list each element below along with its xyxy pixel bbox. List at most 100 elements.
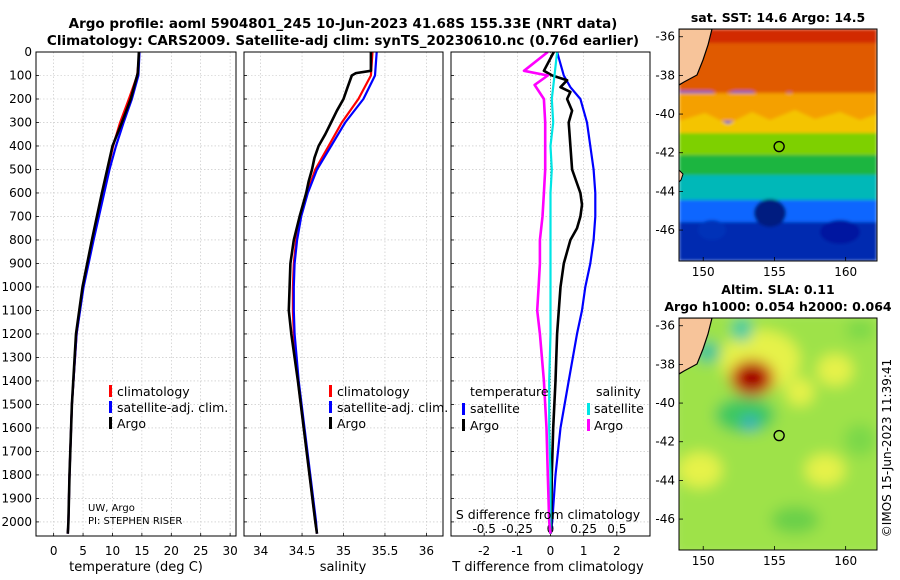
x-tick-label: -1	[511, 544, 523, 558]
s-difference-xlabel: S difference from climatology	[456, 507, 641, 522]
legend-s-satellite-label: satellite	[594, 401, 644, 416]
difference-axes-box	[450, 51, 651, 537]
series-line-t-argo	[542, 52, 584, 534]
temperature-ticks: 0100200300400500600700800900100011001200…	[1, 45, 237, 558]
series-line-s-satellite	[548, 52, 559, 534]
title-line-1: Argo profile: aoml 5904801_245 10-Jun-20…	[69, 16, 618, 32]
x-tick-label: 0	[547, 544, 555, 558]
series-line-argo	[66, 52, 141, 534]
sla-map-frame	[678, 317, 878, 551]
map-x-tick-label: 150	[692, 265, 715, 279]
y-tick-label: 200	[9, 92, 32, 106]
map-y-tick-label: -40	[655, 396, 675, 410]
sst-map	[679, 29, 877, 261]
s-diff-tick-label: -0.5	[472, 522, 495, 536]
salinity-axes-box	[243, 51, 444, 537]
y-tick-label: 1900	[1, 491, 32, 505]
sla-map-ticks: 150 155 160 -36 -38 -40 -42 -44 -46	[655, 319, 857, 568]
salinity-legend: climatology satellite-adj. clim. Argo	[329, 384, 448, 431]
map-y-tick-label: -36	[655, 319, 675, 333]
x-tick-label: 36	[419, 544, 434, 558]
temperature-series	[66, 52, 141, 534]
sst-land-mass	[679, 29, 713, 86]
credit-institution: UW, Argo	[88, 503, 135, 514]
sla-map-title-2: Argo h1000: 0.054 h2000: 0.064	[664, 299, 892, 314]
y-tick-label: 400	[9, 139, 32, 153]
legend-t-satellite-swatch	[462, 403, 465, 415]
y-tick-label: 1200	[1, 327, 32, 341]
series-line-satellite-adj-clim-	[66, 52, 141, 534]
x-tick-label: 0	[50, 544, 58, 558]
legend-argo-label: Argo	[337, 416, 366, 431]
temperature-legend: climatology satellite-adj. clim. Argo	[109, 384, 228, 431]
map-x-tick-label: 150	[692, 554, 715, 568]
salinity-xlabel: salinity	[320, 560, 367, 575]
series-line-t-satellite	[549, 52, 597, 534]
salinity-panel: 34 34.5 35 35.5 36 salinity climatology sate…	[243, 51, 448, 575]
legend-satellite-swatch	[109, 401, 112, 413]
legend-t-argo-swatch	[462, 419, 465, 431]
sst-map-ticks: 150 155 160 -36 -38 -40 -42 -44 -46	[655, 30, 857, 279]
sla-map-title-1: Altim. SLA: 0.11	[721, 282, 834, 297]
legend-climatology-label: climatology	[117, 384, 190, 399]
legend-t-argo-label: Argo	[470, 418, 499, 433]
y-tick-label: 800	[9, 233, 32, 247]
legend-salinity-title: salinity	[596, 384, 641, 399]
legend-t-satellite-label: satellite	[470, 401, 520, 416]
y-tick-label: 1100	[1, 303, 32, 317]
legend-satellite-swatch	[329, 401, 332, 413]
map-y-tick-label: -40	[655, 107, 675, 121]
salinity-grid	[244, 51, 443, 536]
map-x-tick-label: 155	[763, 265, 786, 279]
series-line-satellite-adj-clim-	[292, 52, 378, 534]
x-tick-label: 1	[580, 544, 588, 558]
x-tick-label: 25	[193, 544, 208, 558]
legend-s-argo-label: Argo	[594, 418, 623, 433]
x-tick-label: 34	[253, 544, 268, 558]
y-tick-label: 300	[9, 115, 32, 129]
y-tick-label: 1300	[1, 350, 32, 364]
temperature-panel: 0100200300400500600700800900100011001200…	[1, 45, 237, 575]
y-tick-label: 600	[9, 186, 32, 200]
legend-climatology-swatch	[329, 385, 332, 397]
y-tick-label: 0	[24, 45, 32, 59]
credit-pi: PI: STEPHEN RISER	[88, 516, 182, 527]
x-tick-label: 30	[222, 544, 237, 558]
legend-temperature-title: temperature	[470, 384, 549, 399]
salinity-series	[287, 52, 378, 534]
temperature-grid	[36, 51, 236, 536]
map-y-tick-label: -44	[655, 184, 675, 198]
legend-satellite-label: satellite-adj. clim.	[337, 400, 448, 415]
x-tick-label: 35	[336, 544, 351, 558]
series-line-climatology	[66, 52, 141, 534]
map-x-tick-label: 160	[834, 265, 857, 279]
legend-s-satellite-swatch	[587, 403, 590, 415]
x-tick-label: 10	[105, 544, 120, 558]
map-x-tick-label: 160	[834, 554, 857, 568]
map-y-tick-label: -46	[655, 512, 675, 526]
y-tick-label: 1000	[1, 280, 32, 294]
y-tick-label: 1500	[1, 397, 32, 411]
t-difference-xlabel: T difference from climatology	[451, 560, 644, 575]
y-tick-label: 700	[9, 209, 32, 223]
legend-satellite-label: satellite-adj. clim.	[117, 400, 228, 415]
x-tick-label: 2	[613, 544, 621, 558]
y-tick-label: 1600	[1, 421, 32, 435]
sst-argo-marker	[773, 140, 785, 153]
map-y-tick-label: -36	[655, 30, 675, 44]
legend-climatology-label: climatology	[337, 384, 410, 399]
x-tick-label: 20	[164, 544, 179, 558]
x-tick-label: 35.5	[372, 544, 399, 558]
sst-map-frame	[678, 28, 878, 262]
y-tick-label: 1800	[1, 468, 32, 482]
sla-land-mass	[679, 318, 713, 375]
series-line-climatology	[291, 52, 374, 534]
s-diff-tick-label: 0.25	[570, 522, 597, 536]
map-x-tick-label: 155	[763, 554, 786, 568]
y-tick-label: 100	[9, 68, 32, 82]
temperature-xlabel: temperature (deg C)	[69, 560, 203, 575]
sla-map	[679, 318, 877, 550]
difference-panel: -2 -1 0 1 2-0.5 -0.25 0 0.25 0.5 T difference fr…	[450, 51, 651, 575]
title-line-2: Climatology: CARS2009. Satellite-adj cli…	[47, 33, 639, 49]
sst-land-tasmania	[679, 169, 684, 183]
